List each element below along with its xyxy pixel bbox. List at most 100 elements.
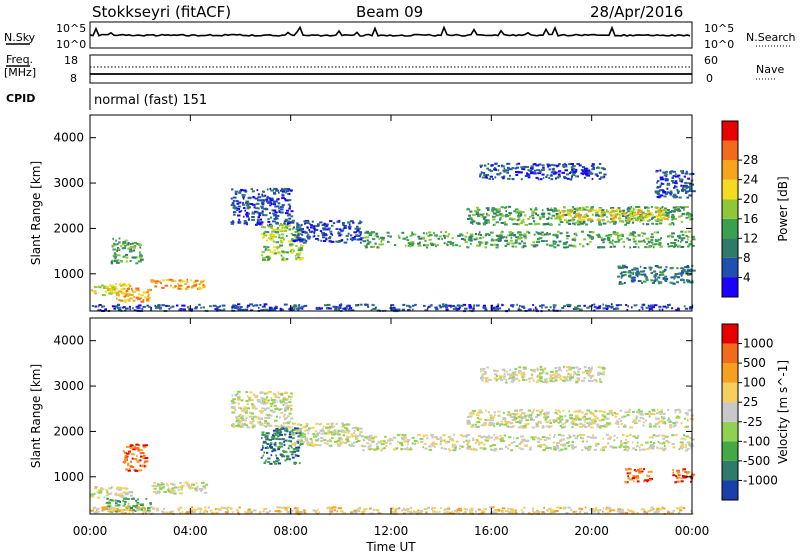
data-cell: [661, 183, 665, 185]
data-cell: [263, 434, 267, 436]
data-cell: [131, 511, 134, 514]
data-cell: [497, 237, 500, 240]
data-cell: [123, 306, 126, 309]
data-cell: [591, 163, 595, 166]
data-cell: [267, 237, 271, 239]
data-cell: [256, 399, 261, 401]
data-cell: [680, 279, 685, 282]
data-cell: [576, 223, 581, 226]
data-cell: [676, 415, 680, 418]
data-cell: [617, 275, 620, 278]
data-cell: [621, 509, 625, 512]
data-cell: [260, 309, 264, 312]
data-cell: [505, 210, 508, 213]
data-cell: [111, 499, 114, 502]
data-cell: [637, 408, 641, 411]
data-cell: [578, 207, 581, 210]
data-cell: [622, 425, 627, 428]
data-cell: [240, 399, 244, 402]
data-cell: [280, 393, 284, 396]
data-cell: [407, 510, 410, 513]
data-cell: [127, 247, 130, 250]
data-cell: [139, 253, 142, 256]
data-cell: [559, 421, 563, 424]
data-cell: [619, 272, 623, 275]
data-cell: [166, 484, 169, 487]
data-cell: [188, 487, 192, 490]
data-cell: [287, 188, 291, 191]
data-cell: [406, 236, 408, 239]
data-cell: [354, 511, 358, 514]
data-cell: [512, 218, 516, 221]
data-cell: [283, 443, 286, 446]
data-cell: [675, 309, 678, 311]
data-cell: [602, 168, 606, 171]
data-cell: [327, 506, 330, 509]
data-cell: [582, 220, 586, 223]
data-cell: [629, 214, 633, 217]
data-cell: [521, 412, 525, 414]
data-cell: [402, 303, 406, 306]
data-cell: [136, 504, 138, 507]
data-cell: [560, 418, 564, 421]
data-cell: [539, 445, 542, 448]
data-cell: [676, 245, 680, 248]
data-cell: [101, 305, 103, 308]
data-cell: [255, 211, 260, 214]
data-cell: [443, 447, 447, 450]
data-cell: [519, 414, 522, 417]
data-cell: [537, 409, 540, 412]
data-cell: [422, 446, 425, 449]
data-cell: [289, 426, 293, 429]
data-cell: [595, 166, 600, 169]
data-cell: [283, 440, 285, 443]
data-cell: [535, 231, 538, 234]
data-cell: [443, 242, 446, 245]
data-cell: [145, 444, 149, 447]
data-cell: [136, 447, 139, 450]
data-cell: [427, 307, 429, 310]
data-cell: [514, 368, 518, 370]
data-cell: [558, 449, 562, 452]
data-cell: [349, 307, 353, 310]
data-cell: [568, 434, 571, 437]
data-cell: [636, 410, 639, 413]
data-cell: [269, 402, 274, 405]
data-cell: [184, 481, 189, 484]
data-cell: [684, 172, 689, 175]
data-cell: [286, 457, 291, 460]
data-cell: [139, 507, 143, 510]
data-cell: [658, 190, 661, 193]
data-cell: [263, 304, 266, 307]
data-cell: [282, 422, 285, 425]
data-cell: [341, 425, 345, 428]
data-cell: [108, 487, 112, 490]
data-cell: [632, 279, 636, 282]
data-cell: [293, 307, 296, 310]
data-cell: [487, 209, 490, 211]
data-cell: [641, 231, 644, 234]
data-cell: [591, 231, 595, 234]
data-cell: [599, 366, 601, 369]
data-cell: [524, 214, 527, 217]
data-cell: [348, 444, 351, 446]
data-cell: [482, 217, 486, 220]
data-cell: [422, 244, 427, 247]
data-cell: [246, 426, 251, 429]
data-cell: [426, 437, 429, 440]
data-cell: [132, 505, 135, 508]
data-cell: [242, 424, 245, 427]
data-cell: [627, 411, 631, 413]
data-cell: [365, 246, 368, 249]
data-cell: [143, 454, 146, 457]
data-cell: [332, 433, 337, 436]
data-cell: [591, 219, 594, 222]
data-cell: [555, 370, 558, 373]
data-cell: [686, 269, 691, 272]
data-cell: [613, 308, 617, 310]
data-cell: [255, 394, 259, 397]
data-cell: [553, 207, 557, 210]
data-cell: [102, 508, 106, 511]
data-cell: [128, 248, 132, 251]
data-cell: [233, 204, 236, 207]
